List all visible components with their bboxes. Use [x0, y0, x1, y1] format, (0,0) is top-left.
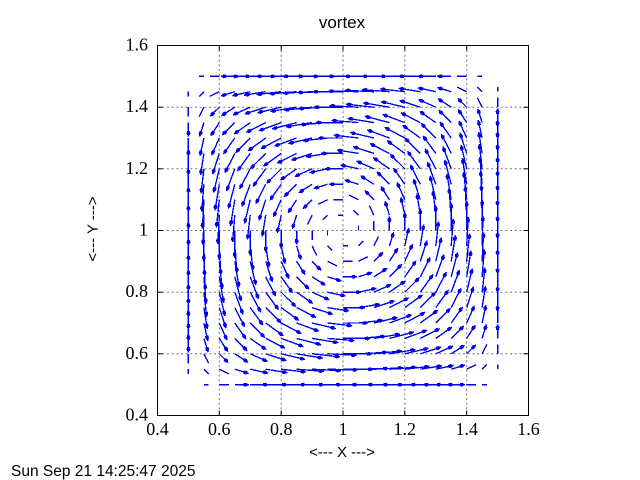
svg-text:1.2: 1.2 [394, 419, 417, 439]
svg-text:1: 1 [139, 220, 148, 240]
svg-text:1.4: 1.4 [126, 96, 149, 116]
svg-text:vortex: vortex [319, 13, 366, 32]
svg-text:0.4: 0.4 [146, 419, 169, 439]
svg-text:0.6: 0.6 [126, 343, 149, 363]
svg-text:1.4: 1.4 [455, 419, 478, 439]
svg-text:1: 1 [339, 419, 348, 439]
svg-text:<--- Y --->: <--- Y ---> [85, 196, 102, 262]
svg-text:<--- X --->: <--- X ---> [309, 444, 375, 461]
svg-text:Sun Sep 21 14:25:47 2025: Sun Sep 21 14:25:47 2025 [11, 463, 195, 480]
svg-text:0.4: 0.4 [126, 405, 149, 425]
svg-text:1.6: 1.6 [517, 419, 540, 439]
svg-text:0.8: 0.8 [270, 419, 293, 439]
svg-text:1.6: 1.6 [126, 35, 149, 55]
svg-text:1.2: 1.2 [126, 158, 149, 178]
svg-text:0.8: 0.8 [126, 281, 149, 301]
svg-text:0.6: 0.6 [208, 419, 231, 439]
